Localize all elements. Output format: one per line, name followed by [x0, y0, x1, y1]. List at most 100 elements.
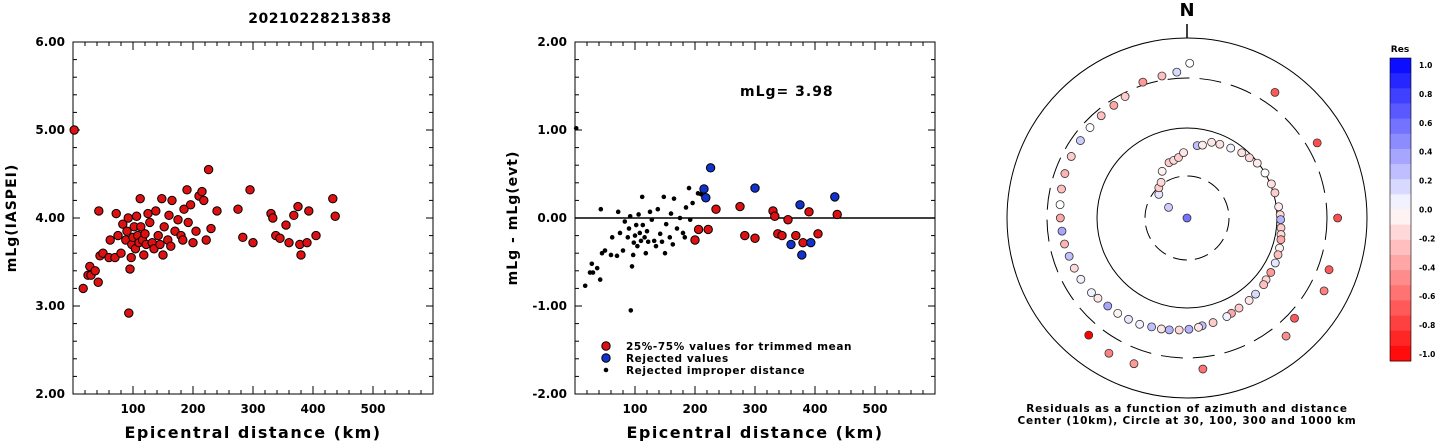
trimmed-mean-point: [690, 235, 700, 245]
azimuth-residual-point: [1164, 325, 1174, 335]
azimuth-residual-point: [1066, 152, 1076, 161]
colorbar-tick-label: 0.8: [1419, 90, 1432, 99]
trimmed-mean-point: [693, 224, 704, 235]
magnitude-point: [311, 230, 321, 241]
plot2-xlabel: Epicentral distance (km): [626, 423, 883, 441]
legend-label: 25%-75% values for trimmed mean: [626, 341, 852, 353]
azimuth-residual-point: [1198, 140, 1207, 150]
magnitude-point: [212, 206, 222, 216]
p2-xtick-label: 100: [622, 402, 647, 416]
azimuth-residual-point: [1324, 265, 1334, 275]
magnitude-point: [203, 164, 214, 175]
colorbar-cell: [1390, 285, 1411, 301]
legend-marker: [603, 367, 609, 373]
colorbar-cell: [1390, 300, 1411, 317]
magnitude-point: [157, 193, 167, 204]
improper-distance-point: [643, 250, 649, 256]
polar-caption-line2: Center (10km), Circle at 30, 100, 300 an…: [1017, 415, 1356, 427]
improper-distance-point: [649, 217, 655, 223]
azimuth-residual-point: [1281, 331, 1291, 341]
magnitude-point: [113, 230, 123, 241]
p2-xtick-label: 400: [802, 402, 827, 416]
trimmed-mean-point: [750, 233, 760, 243]
improper-distance-point: [632, 233, 638, 238]
improper-distance-point: [680, 230, 686, 236]
magnitude-point: [330, 211, 340, 221]
azimuth-residual-point: [1109, 100, 1119, 110]
magnitude-point: [78, 283, 88, 294]
improper-distance-point: [594, 265, 600, 271]
colorbar-cell: [1390, 345, 1411, 362]
magnitude-point: [105, 235, 115, 245]
colorbar-tick-label: 0.4: [1419, 148, 1432, 157]
magnitude-point: [167, 195, 177, 206]
trimmed-mean-point: [711, 204, 721, 214]
colorbar-cell: [1390, 73, 1411, 89]
improper-distance-point: [670, 242, 676, 247]
p2-ytick-label: 2.00: [537, 35, 567, 49]
improper-distance-point: [628, 308, 634, 313]
magnitude-point: [296, 250, 306, 260]
circle-30km: [1144, 175, 1230, 261]
azimuth-residual-point: [1164, 202, 1173, 212]
rejected-point: [701, 193, 711, 203]
magnitude-point: [179, 204, 189, 214]
azimuth-residual-point: [1312, 138, 1322, 148]
rejected-point: [797, 250, 807, 260]
azimuth-residual-point: [1251, 289, 1260, 299]
magnitude-point: [122, 226, 132, 236]
circle-300km: [1046, 77, 1328, 359]
azimuth-residual-point: [1076, 274, 1086, 284]
colorbar-tick-label: -0.4: [1419, 263, 1435, 272]
magnitude-point: [155, 239, 165, 250]
azimuth-residual-point: [1069, 263, 1079, 273]
magnitude-point: [123, 213, 133, 223]
azimuth-residual-point: [1185, 58, 1195, 68]
p1-xtick-label: 200: [180, 402, 205, 416]
azimuth-residual-point: [1273, 250, 1283, 260]
azimuth-residual-point: [1104, 348, 1114, 358]
magnitude-point: [304, 206, 314, 216]
trimmed-mean-point: [832, 209, 842, 220]
north-label: N: [1179, 0, 1194, 21]
colorbar-cell: [1390, 179, 1411, 195]
colorbar-cell: [1390, 270, 1411, 286]
azimuth-residual-point: [1198, 364, 1208, 374]
magnitude-point: [197, 186, 207, 197]
p2-xtick-label: 300: [742, 402, 767, 416]
improper-distance-point: [683, 205, 689, 210]
azimuth-residual-point: [1135, 319, 1145, 329]
legend-marker: [601, 353, 611, 363]
azimuth-residual-point: [1319, 286, 1329, 296]
magnitude-point: [124, 308, 134, 318]
improper-distance-point: [602, 248, 608, 253]
rejected-point: [705, 163, 716, 173]
azimuth-residual-point: [1270, 188, 1280, 198]
colorbar-tick-label: 0.2: [1419, 177, 1432, 186]
azimuth-residual-point: [1174, 325, 1184, 335]
improper-distance-point: [674, 226, 680, 231]
colorbar-cell: [1390, 88, 1411, 104]
colorbar-cell: [1390, 254, 1411, 271]
improper-distance-point: [590, 270, 596, 275]
improper-distance-point: [663, 221, 669, 227]
improper-distance-point: [599, 250, 605, 256]
magnitude-point: [185, 200, 196, 210]
improper-distance-point: [573, 125, 579, 131]
improper-distance-point: [597, 277, 603, 282]
magnitude-point: [248, 237, 258, 248]
colorbar-tick-label: 0.6: [1419, 119, 1432, 128]
magnitude-point: [135, 193, 145, 204]
azimuth-residual-point: [1147, 322, 1157, 332]
azimuth-residual-plot: N Residuals as a function of azimuth and…: [1006, 0, 1368, 427]
azimuth-residual-point: [1129, 359, 1139, 369]
magnitude-point: [245, 185, 255, 195]
magnitude-point: [116, 248, 126, 258]
rejected-point: [806, 237, 816, 248]
azimuth-residual-point: [1156, 324, 1166, 334]
p2-xtick-label: 500: [862, 402, 887, 416]
plot1-xlabel: Epicentral distance (km): [124, 423, 381, 441]
magnitude-point: [289, 210, 299, 221]
magnitude-point: [183, 217, 193, 228]
